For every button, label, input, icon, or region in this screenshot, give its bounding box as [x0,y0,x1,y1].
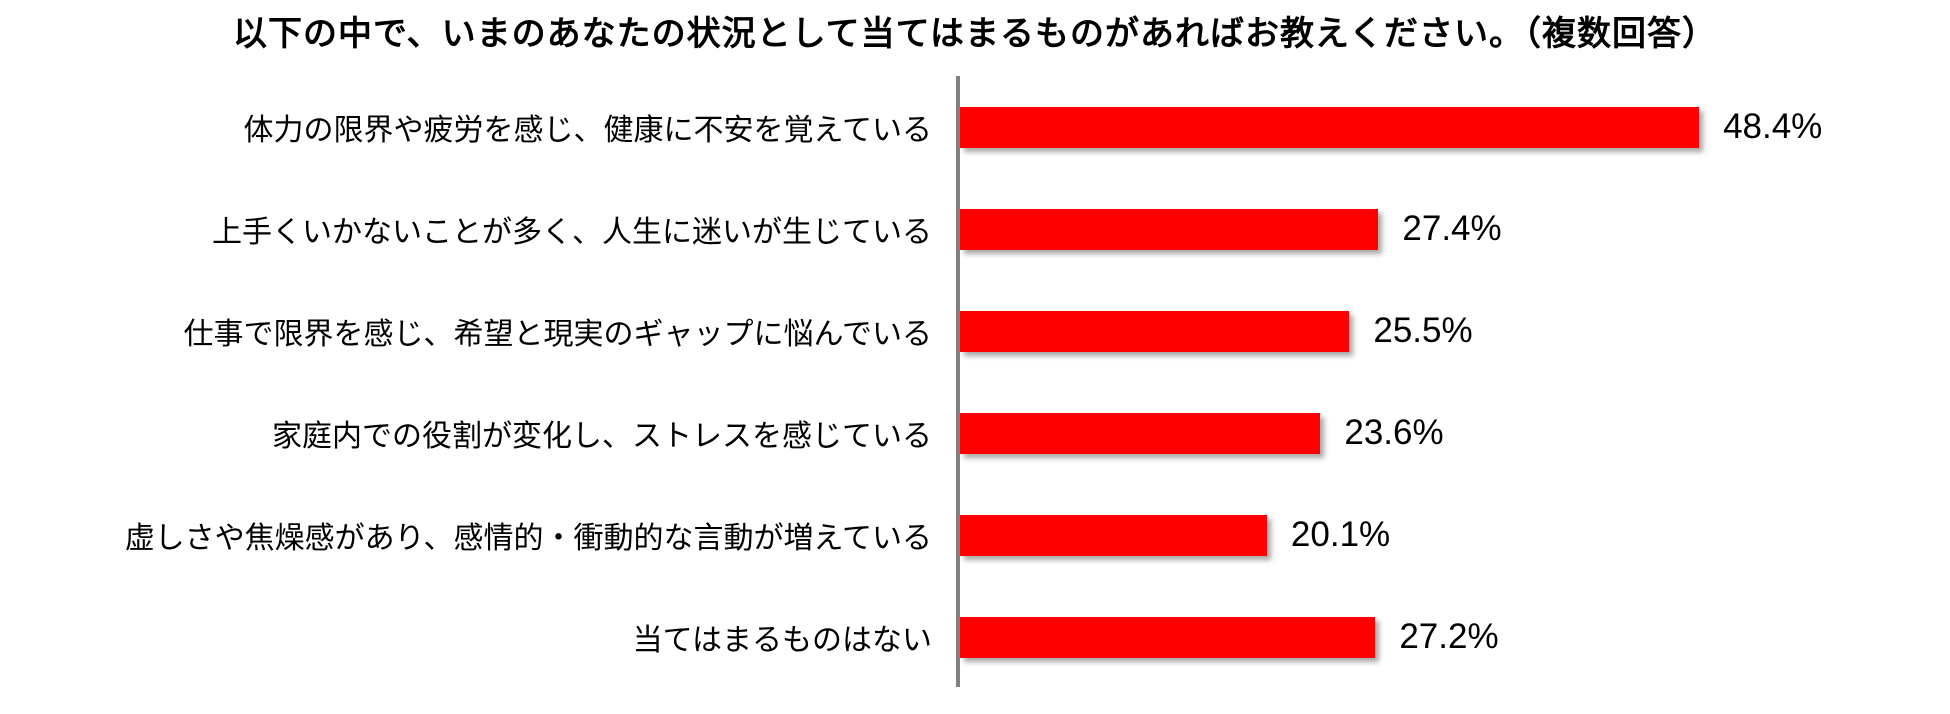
bar-area: 25.5% [960,310,1950,352]
bar [960,106,1700,148]
chart-plot-area: 体力の限界や疲労を感じ、健康に不安を覚えている 48.4% 上手くいかないことが… [0,76,1950,688]
bar-area: 23.6% [960,412,1950,454]
bar [960,412,1321,454]
category-label: 上手くいかないことが多く、人生に迷いが生じている [212,216,932,249]
value-label: 27.4% [1402,209,1502,248]
chart-rows: 体力の限界や疲労を感じ、健康に不安を覚えている 48.4% 上手くいかないことが… [0,76,1950,688]
value-label: 20.1% [1290,515,1391,554]
y-axis-line [956,76,960,687]
category-label: 虚しさや焦燥感があり、感情的・衝動的な言動が増えている [124,522,932,555]
chart-row: 仕事で限界を感じ、希望と現実のギャップに悩んでいる 25.5% [0,280,1950,382]
bar-area: 27.4% [960,208,1950,250]
bar [960,310,1350,352]
value-label: 48.4% [1723,107,1823,146]
chart-row: 虚しさや焦燥感があり、感情的・衝動的な言動が増えている 20.1% [0,484,1950,586]
chart-row: 上手くいかないことが多く、人生に迷いが生じている 27.4% [0,178,1950,280]
category-label: 家庭内での役割が変化し、ストレスを感じている [272,420,932,453]
value-label: 25.5% [1373,311,1473,350]
category-label: 仕事で限界を感じ、希望と現実のギャップに悩んでいる [183,318,933,351]
bar-area: 48.4% [960,106,1950,148]
bar [960,208,1379,250]
chart-row: 家庭内での役割が変化し、ストレスを感じている 23.6% [0,382,1950,484]
value-label: 23.6% [1344,413,1444,452]
bar [960,616,1376,658]
value-label: 27.2% [1399,617,1499,656]
chart-title: 以下の中で、いまのあなたの状況として当てはまるものがあればお教えください。（複数… [233,15,1717,53]
bar-area: 20.1% [960,514,1950,556]
chart-row: 当てはまるものはない 27.2% [0,586,1950,688]
category-label: 体力の限界や疲労を感じ、健康に不安を覚えている [243,114,933,147]
bar-area: 27.2% [960,616,1950,658]
bar [960,514,1267,556]
chart-row: 体力の限界や疲労を感じ、健康に不安を覚えている 48.4% [0,76,1950,178]
category-label: 当てはまるものはない [632,624,932,657]
